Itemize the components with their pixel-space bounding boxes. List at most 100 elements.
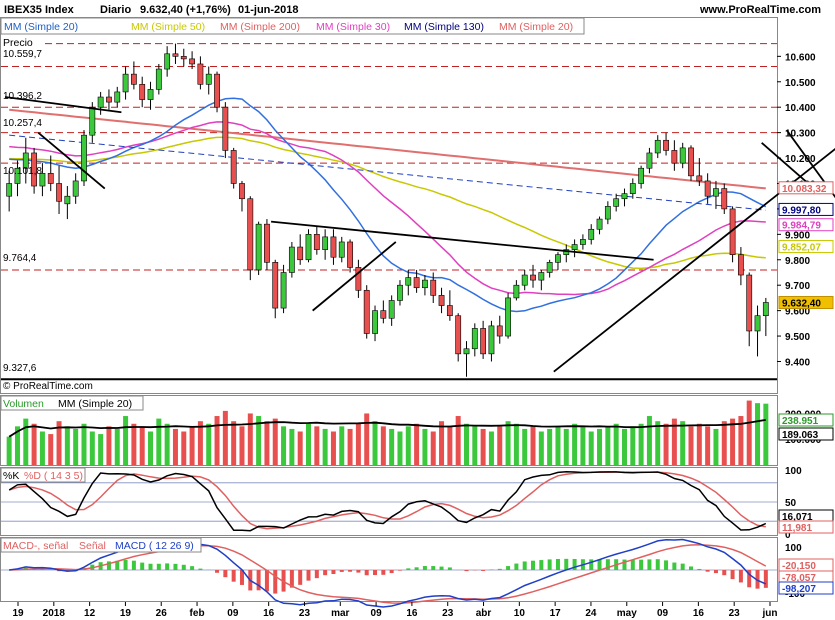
x-tick-label: 16 (406, 608, 418, 619)
candle-body (214, 73, 220, 108)
trendline (270, 220, 654, 261)
candle-body (330, 236, 337, 258)
candle-body (355, 267, 362, 291)
macd-hist-bar (747, 570, 752, 588)
candle (222, 102, 229, 159)
macd-hist-bar (156, 563, 161, 570)
candle (546, 259, 553, 278)
volume-bar (497, 426, 503, 465)
macd-hist-bar (697, 568, 702, 570)
candle (330, 229, 337, 265)
macd-hist-bar (597, 559, 602, 570)
volume-bar (239, 426, 245, 465)
candle-body (22, 152, 29, 169)
y-tick-label: 9.800 (785, 256, 810, 267)
candle (588, 224, 595, 245)
tag-volume: 238.951 (778, 413, 834, 427)
value-tag-text: -78,057 (782, 573, 816, 584)
trendline (4, 96, 122, 114)
candle-body (397, 284, 403, 301)
value-tag-text: 238.951 (782, 416, 819, 427)
volume-bar (705, 426, 711, 465)
macd-hist-bar (730, 570, 735, 580)
macd-hist-bar (755, 570, 760, 589)
candle (721, 183, 728, 214)
volume-bar (114, 428, 120, 465)
macd-hist-bar (215, 570, 220, 573)
volume-bar (214, 416, 220, 465)
x-tick-label: jun (762, 608, 778, 619)
candle-body (629, 183, 636, 194)
candle (197, 56, 204, 90)
macd-hist-bar (306, 570, 311, 581)
macd-macd-label: MACD ( 12 26 9) (115, 540, 194, 552)
candle-body (488, 325, 495, 355)
x-tick-label: 12 (84, 608, 96, 619)
volume-bar (197, 421, 203, 465)
header-quote: 9.632,40 (+1,76%) (140, 4, 231, 16)
candle-body (571, 244, 578, 250)
candle (189, 51, 195, 70)
volume-bar (572, 423, 578, 465)
volume-bar (547, 428, 553, 465)
candle-body (621, 193, 628, 200)
candle-body (521, 274, 528, 286)
macd-hist-bar (348, 570, 353, 572)
x-tick-label: 16 (263, 608, 275, 619)
y-tick-label: 10.500 (785, 78, 816, 89)
trendline (37, 131, 106, 190)
candle-body (56, 183, 62, 202)
tag-ma30: 9.984,79 (778, 218, 834, 232)
candle-body (671, 150, 678, 164)
candle (6, 170, 13, 212)
candle (480, 320, 487, 359)
candle (654, 135, 661, 159)
value-tag-text: 9.997,80 (782, 205, 821, 216)
candle-body (613, 198, 620, 207)
volume-bar (172, 428, 178, 465)
candle-body (189, 58, 195, 65)
candle-body (546, 262, 553, 273)
candle-body (455, 315, 462, 355)
ma130-line (9, 134, 766, 211)
value-tag-box (778, 202, 834, 216)
macd-hist-bar (422, 566, 427, 570)
volume-bar (505, 421, 511, 465)
candle-body (372, 310, 378, 334)
candle-body (430, 279, 437, 296)
volume-bar (430, 431, 436, 465)
candle-body (347, 241, 353, 268)
macd-hist-bar (198, 568, 203, 570)
header-site: www.ProRealTime.com (699, 4, 821, 16)
volume-bar (314, 426, 320, 465)
candle-body (580, 239, 586, 245)
candle (737, 247, 744, 286)
y-tick-label: 10.200 (785, 154, 816, 165)
volume-bar (538, 431, 544, 465)
legend-item: MM (Simple 50) (131, 21, 205, 33)
candle (288, 241, 295, 278)
macd-hist-bar (689, 566, 694, 570)
ma20-line (9, 97, 767, 313)
candle (754, 305, 761, 357)
volume-bar (156, 418, 162, 465)
volume-bar (6, 436, 12, 465)
stoch-y-label: 50 (785, 498, 797, 509)
macd-hist-bar (763, 570, 768, 588)
candle-body (97, 96, 104, 108)
macd-hist-bar (522, 561, 527, 570)
candle-body (106, 96, 112, 103)
volume-bar (721, 421, 727, 465)
candle-body (480, 328, 487, 355)
candle-body (81, 134, 87, 182)
x-tick-label: may (617, 608, 637, 619)
x-tick-label: 24 (585, 608, 597, 619)
candle (621, 188, 628, 207)
candle (521, 269, 528, 291)
volume-bar (389, 428, 395, 465)
candle (147, 81, 154, 110)
candle-body (197, 63, 204, 85)
candle (81, 130, 87, 187)
volume-bar (696, 423, 702, 465)
volume-bar (306, 423, 312, 465)
